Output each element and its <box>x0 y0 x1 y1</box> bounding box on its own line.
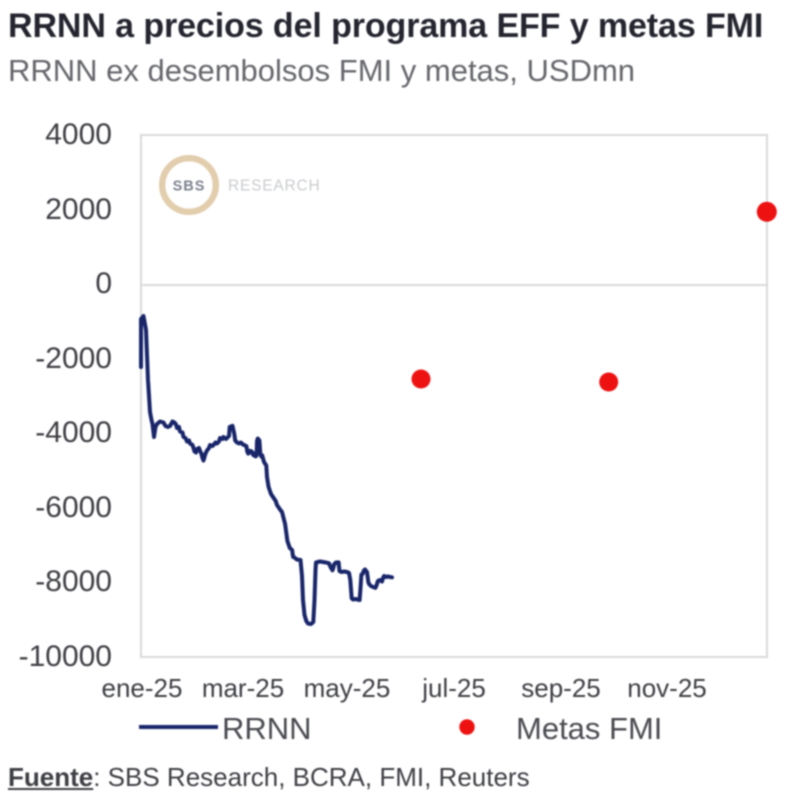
svg-text:SBS: SBS <box>173 179 206 195</box>
svg-text:RESEARCH: RESEARCH <box>228 178 321 195</box>
